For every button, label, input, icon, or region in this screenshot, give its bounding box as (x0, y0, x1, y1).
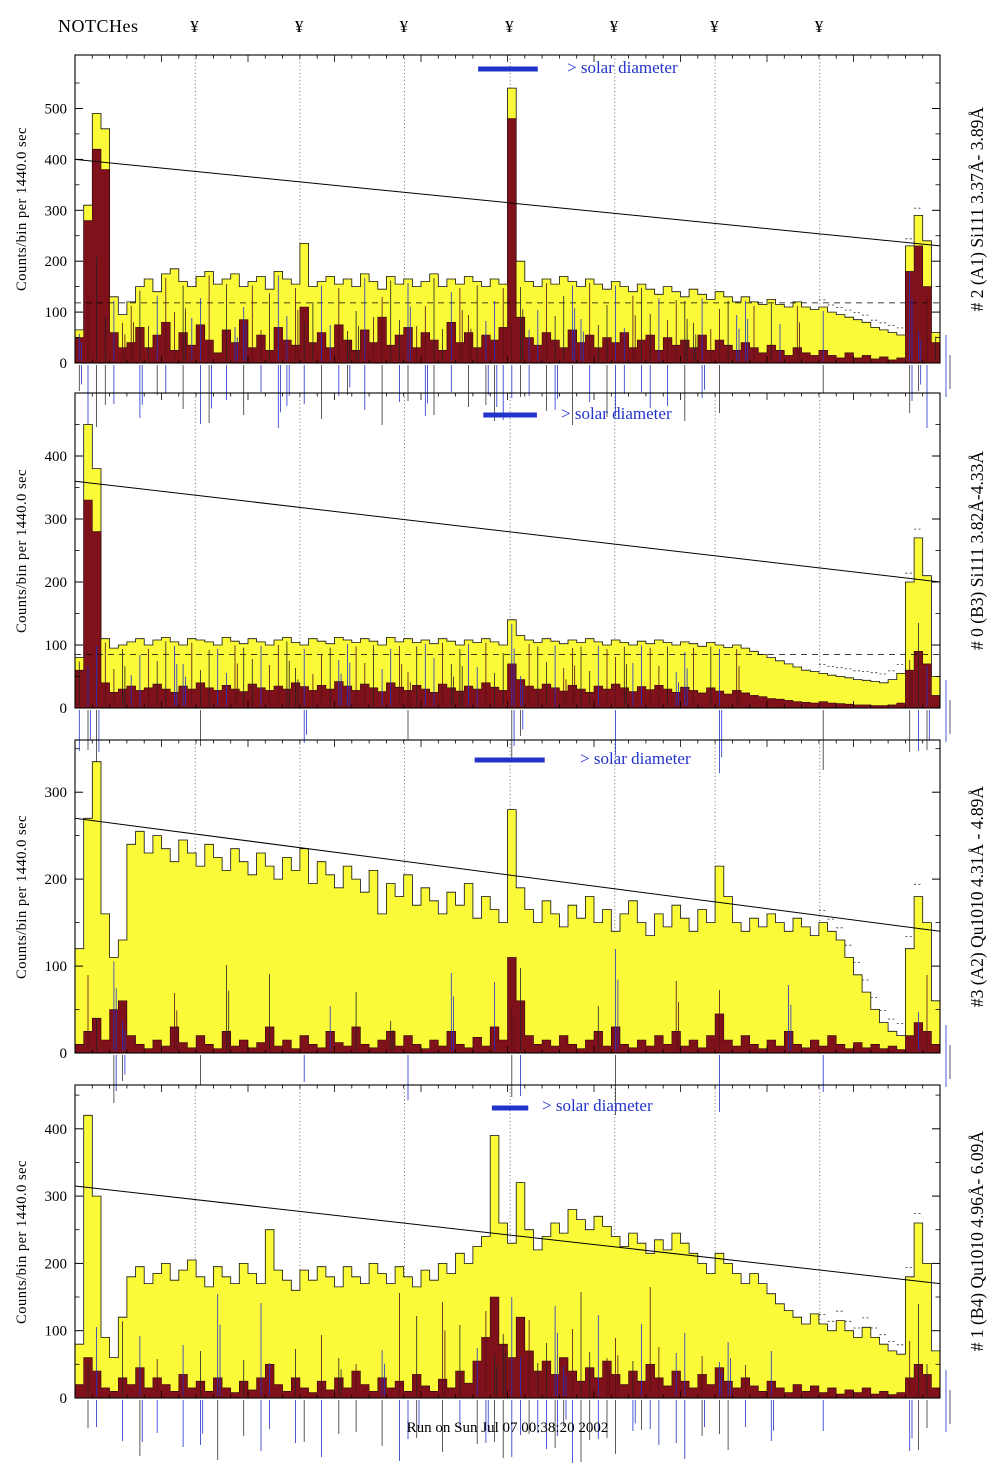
notch-symbol: ¥ (399, 17, 409, 36)
x-axis-ticks (74, 55, 941, 363)
x-axis-ticks (74, 1085, 941, 1398)
trend-line (74, 158, 941, 247)
solar-diameter-label-panel-3: > solar diameter (542, 1096, 653, 1115)
panel-2: 0 100 200 300 (45, 739, 951, 1115)
y-tick-label: 400 (45, 1122, 68, 1138)
y-axis-title-panel-0: Counts/bin per 1440.0 sec (10, 55, 34, 363)
y-tick-label: 400 (45, 449, 68, 465)
y-tick-label: 500 (45, 101, 68, 117)
y-tick-label: 200 (45, 254, 68, 270)
notch-symbol: ¥ (710, 17, 719, 36)
y-axis-title-text: Counts/bin per 1440.0 sec (13, 468, 30, 633)
y-axis-title-panel-1: Counts/bin per 1440.0 sec (10, 393, 34, 708)
annotation-marks (87, 949, 951, 1115)
y-axis-ticks: 0 100 200 300 (45, 748, 940, 1062)
y-axis-title-panel-3: Counts/bin per 1440.0 sec (10, 1085, 34, 1398)
dotted-decline-curve (818, 528, 923, 675)
trend-line (74, 480, 941, 583)
y-tick-label: 0 (60, 356, 68, 372)
yellow-histogram (74, 424, 941, 709)
maroon-histogram (74, 118, 941, 364)
y-tick-label: 100 (45, 638, 68, 654)
notch-symbol: ¥ (609, 17, 619, 36)
channel-label-panel-3: # 1 (B4) Qu1010 4.96Å- 6.09Å (952, 1085, 1002, 1398)
y-axis-title-text: Counts/bin per 1440.0 sec (13, 127, 30, 291)
y-axis-ticks: 0 100 200 300 400 500 (45, 82, 940, 372)
yellow-histogram (74, 1114, 941, 1399)
channel-label-text: # 2 (A1) Si111 3.37Å- 3.89Å (966, 106, 987, 312)
y-axis-title-text: Counts/bin per 1440.0 sec (13, 814, 30, 979)
yellow-histogram (74, 761, 941, 1054)
solar-diameter-label-panel-1: > solar diameter (561, 404, 672, 423)
dotted-decline-curve (818, 1213, 923, 1346)
trend-line (74, 1185, 941, 1285)
y-tick-label: 300 (45, 785, 68, 801)
run-timestamp: Run on Sun Jul 07 00:38:20 2002 (406, 1420, 609, 1436)
channel-label-panel-1: # 0 (B3) Si111 3.82Å-4.33Å (952, 393, 1002, 708)
y-tick-label: 200 (45, 1256, 68, 1272)
channel-label-text: # 1 (B4) Qu1010 4.96Å- 6.09Å (966, 1131, 987, 1352)
maroon-histogram (74, 499, 941, 709)
solar-diameter-label-panel-0: > solar diameter (567, 58, 678, 77)
y-tick-label: 100 (45, 959, 68, 975)
panel-3: 0 100 200 300 400 (45, 1084, 951, 1463)
y-tick-label: 400 (45, 152, 68, 168)
y-tick-label: 200 (45, 575, 68, 591)
x-axis-ticks (74, 740, 941, 1053)
y-axis-ticks: 0 100 200 300 400 (45, 424, 940, 717)
y-axis-title-text: Counts/bin per 1440.0 sec (13, 1159, 30, 1324)
y-tick-label: 0 (60, 1046, 68, 1062)
y-axis-ticks: 0 100 200 300 400 (45, 1094, 940, 1407)
y-tick-label: 0 (60, 1391, 68, 1407)
panel-0: 0 100 200 300 400 500 (45, 54, 951, 428)
channel-label-panel-2: #3 (A2) Qu1010 4.31Å - 4.89Å (952, 740, 1002, 1053)
notch-symbol: ¥ (814, 17, 824, 36)
y-tick-label: 300 (45, 203, 68, 219)
y-tick-label: 300 (45, 1189, 68, 1205)
solar-diameter-label-panel-2: > solar diameter (580, 749, 691, 768)
notches-header-label: NOTCHes (58, 16, 139, 36)
y-tick-label: 200 (45, 872, 68, 888)
maroon-histogram (74, 1296, 941, 1399)
annotation-marks (78, 623, 951, 773)
panel-1: 0 100 200 300 400 (45, 392, 951, 773)
y-tick-label: 300 (45, 512, 68, 528)
notch-symbol: ¥ (294, 17, 304, 36)
channel-label-text: # 0 (B3) Si111 3.82Å-4.33Å (966, 451, 987, 650)
y-tick-label: 0 (60, 701, 68, 717)
dotted-decline-curve (818, 883, 923, 1024)
y-tick-label: 100 (45, 1324, 68, 1340)
x-axis-ticks (74, 393, 941, 708)
maroon-histogram (74, 957, 941, 1054)
y-tick-label: 100 (45, 305, 68, 321)
annotation-marks (78, 257, 951, 428)
notch-symbol: ¥ (190, 17, 199, 36)
trend-line (74, 817, 941, 932)
y-axis-title-panel-2: Counts/bin per 1440.0 sec (10, 740, 34, 1053)
dotted-decline-curve (818, 207, 923, 329)
channel-label-panel-0: # 2 (A1) Si111 3.37Å- 3.89Å (952, 55, 1002, 363)
channel-label-text: #3 (A2) Qu1010 4.31Å - 4.89Å (966, 785, 987, 1008)
notch-markers: ¥ ¥ ¥ ¥ ¥ ¥ ¥ (0, 17, 1004, 43)
notch-symbol: ¥ (505, 17, 514, 36)
annotation-marks (87, 1287, 951, 1463)
